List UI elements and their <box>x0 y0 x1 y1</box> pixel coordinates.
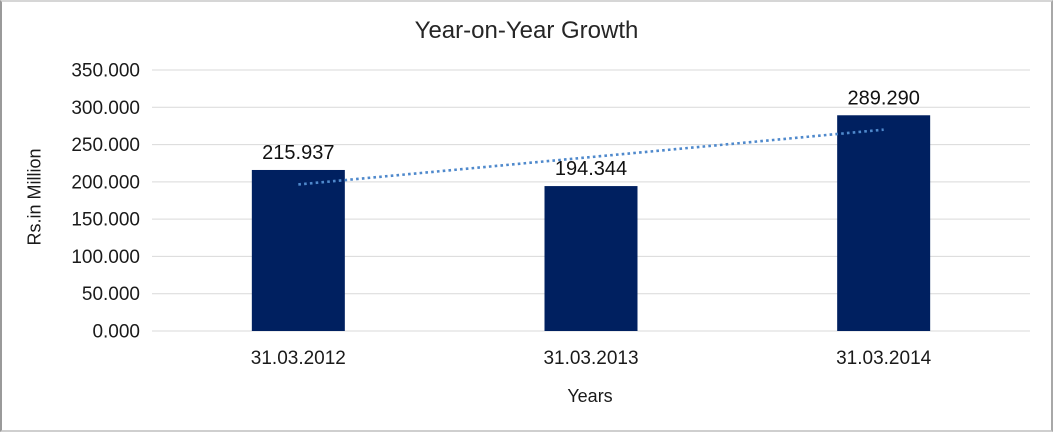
x-tick-label: 31.03.2012 <box>251 348 346 369</box>
x-tick-label: 31.03.2013 <box>543 348 638 369</box>
x-tick-label: 31.03.2014 <box>836 348 932 369</box>
y-tick-label: 0.000 <box>92 322 140 343</box>
bar <box>251 169 345 331</box>
y-tick-label: 350.000 <box>71 61 140 82</box>
y-tick-label: 200.000 <box>71 172 140 193</box>
y-tick-label: 50.000 <box>82 284 140 305</box>
bar <box>544 186 638 331</box>
y-tick-label: 150.000 <box>71 210 140 231</box>
bar-value-label: 215.937 <box>262 142 334 164</box>
bar-value-label: 289.290 <box>848 87 920 109</box>
y-tick-label: 100.000 <box>71 247 140 268</box>
bar-value-label: 194.344 <box>555 158 627 180</box>
bar <box>837 115 931 332</box>
x-axis-title: Years <box>567 386 613 406</box>
chart-title: Year-on-Year Growth <box>414 17 639 44</box>
y-tick-label: 250.000 <box>71 135 140 156</box>
y-tick-label: 300.000 <box>71 98 140 119</box>
